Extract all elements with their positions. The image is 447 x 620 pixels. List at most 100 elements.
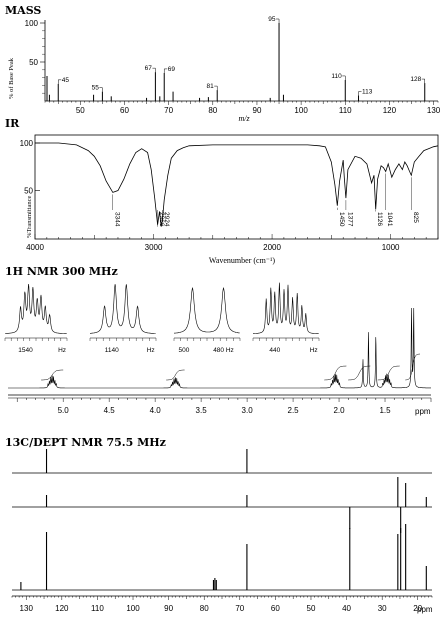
- hnmr-panel: 1H NMR 300 MHz 1540 Hz 1140 Hz 500 480 Hz 440 H…: [4, 265, 432, 416]
- mass-peak-label: 110: [331, 73, 342, 80]
- hnmr-integral-curve: [41, 369, 64, 381]
- cnmr-x-tick-label: 120: [55, 604, 69, 613]
- ir-x-tick-label: 4000: [26, 243, 44, 252]
- ir-annotation-label: 825: [412, 212, 419, 223]
- ir-annotation-label: 2966: [158, 212, 165, 227]
- cnmr-title: 13C/DEPT NMR 75.5 MHz: [5, 436, 166, 449]
- mass-ylabel: % of Base Peak: [8, 57, 15, 99]
- mass-peak-label: 128: [410, 76, 421, 83]
- hnmr-insets: 1540 Hz 1140 Hz 500 480 Hz 440 Hz: [4, 282, 320, 354]
- hnmr-inset-tick-label: 1540: [18, 347, 33, 354]
- mass-x-tick-label: 130: [427, 106, 441, 115]
- hnmr-x-tick-label: 3.5: [196, 406, 208, 415]
- cnmr-x-tick-label: 30: [378, 604, 387, 613]
- mass-x-tick-label: 50: [76, 106, 85, 115]
- hnmr-integral-curve: [324, 365, 347, 381]
- mass-plot: 50 60 70 80 90 100 110 120 130 50 100 45 55 67 69 81 95 1…: [25, 16, 441, 115]
- cnmr-xlabel: ppm: [417, 605, 433, 614]
- mass-label-leader: [152, 67, 156, 73]
- mass-x-tick-label: 100: [294, 106, 308, 115]
- cnmr-x-tick-label: 90: [164, 604, 173, 613]
- hnmr-inset-trace: [174, 287, 240, 334]
- hnmr-x-tick-label: 4.5: [104, 406, 116, 415]
- hnmr-inset-trace: [253, 282, 319, 334]
- ir-x-tick-label: 2000: [263, 243, 281, 252]
- cnmr-x-tick-label: 110: [91, 604, 104, 613]
- ir-y-tick-label: 50: [24, 187, 33, 196]
- ir-title: IR: [5, 117, 20, 130]
- hnmr-plot: 5.0 4.5 4.0 3.5 3.0 2.5 2.0 1.5: [8, 307, 432, 415]
- hnmr-inset-tick-label: 1140: [105, 347, 119, 354]
- cnmr-x-tick-label: 100: [126, 604, 140, 613]
- mass-x-tick-label: 90: [253, 106, 262, 115]
- mass-x-tick-label: 60: [120, 106, 129, 115]
- ir-annotation-label: 1041: [386, 212, 393, 227]
- ir-annotation-label: 3344: [113, 212, 120, 227]
- hnmr-inset-trace: [5, 283, 67, 334]
- hnmr-inset-tick-label: Hz: [58, 347, 66, 354]
- cnmr-x-tick-label: 70: [235, 604, 244, 613]
- cnmr-x-tick-label: 40: [342, 604, 351, 613]
- mass-peak-label: 69: [168, 66, 176, 73]
- mass-peak-label: 113: [362, 89, 373, 96]
- mass-peak-label: 95: [268, 16, 276, 23]
- hnmr-inset-tick-label: 500: [178, 347, 189, 354]
- hnmr-x-tick-label: 2.5: [288, 406, 300, 415]
- cnmr-panel: 13C/DEPT NMR 75.5 MHz 130 120 110 100 90 80 70…: [5, 436, 433, 614]
- hnmr-integral-curve: [377, 365, 400, 381]
- hnmr-inset-trace: [90, 284, 156, 334]
- mass-panel: MASS % of Base Peak 50 60 70 80 90 100 110 120 1…: [5, 4, 441, 123]
- mass-title: MASS: [5, 4, 41, 17]
- ir-annotation-label: 1126: [376, 212, 383, 226]
- hnmr-x-tick-label: 2.0: [333, 406, 345, 415]
- hnmr-integral-curve: [405, 353, 421, 381]
- hnmr-inset-tick-label: 480 Hz: [213, 347, 234, 354]
- mass-label-leader: [99, 87, 103, 92]
- ir-y-tick-label: 100: [20, 139, 34, 148]
- mass-label-leader: [342, 75, 346, 80]
- mass-peak-label: 81: [206, 83, 214, 90]
- mass-label-leader: [163, 68, 168, 73]
- hnmr-title: 1H NMR 300 MHz: [5, 265, 118, 278]
- ir-annotation-label: 2924: [163, 212, 170, 227]
- cnmr-x-tick-label: 60: [271, 604, 280, 613]
- ir-panel: IR %Transmittance 100 50 4000 3000 2000 1000 3…: [5, 117, 439, 265]
- cnmr-x-tick-label: 130: [20, 604, 34, 613]
- mass-peak-label: 55: [92, 85, 100, 92]
- hnmr-inset-tick-label: Hz: [147, 347, 155, 354]
- mass-xlabel: m/z: [238, 114, 250, 123]
- mass-peak-label: 67: [145, 65, 153, 72]
- ir-x-tick-label: 3000: [145, 243, 163, 252]
- hnmr-x-tick-label: 5.0: [58, 406, 70, 415]
- mass-y-tick-label: 50: [29, 58, 38, 67]
- hnmr-x-tick-label: 4.0: [150, 406, 162, 415]
- hnmr-inset-tick-label: Hz: [310, 347, 318, 354]
- mass-label-leader: [57, 79, 62, 84]
- ir-spectrum-trace: [35, 142, 439, 227]
- mass-peak-label: 45: [62, 77, 70, 84]
- hnmr-integral-curve: [166, 369, 185, 381]
- ir-x-tick-label: 1000: [382, 243, 400, 252]
- ir-annotation-label: 1450: [338, 212, 345, 227]
- mass-y-tick-label: 100: [25, 19, 39, 28]
- mass-label-leader: [276, 18, 280, 23]
- ir-ylabel: %Transmittance: [26, 196, 33, 238]
- mass-x-tick-label: 70: [164, 106, 173, 115]
- cnmr-plot: 130 120 110 100 90 80 70 60 50 40 30 20: [11, 449, 433, 613]
- hnmr-x-tick-label: 1.5: [379, 406, 391, 415]
- mass-x-tick-label: 110: [339, 106, 352, 115]
- hnmr-spectrum-trace: [8, 307, 431, 389]
- ir-annotation-label: 1377: [346, 212, 353, 227]
- hnmr-inset-tick-label: 440: [269, 347, 280, 354]
- mass-x-tick-label: 120: [383, 106, 397, 115]
- cnmr-x-tick-label: 80: [200, 604, 209, 613]
- mass-label-leader: [421, 78, 426, 84]
- mass-label-leader: [214, 85, 218, 91]
- mass-label-leader: [358, 91, 362, 96]
- cnmr-x-tick-label: 20: [413, 604, 422, 613]
- hnmr-xlabel: ppm: [415, 407, 431, 416]
- hnmr-x-tick-label: 3.0: [242, 406, 254, 415]
- hnmr-integral-curve: [348, 365, 371, 381]
